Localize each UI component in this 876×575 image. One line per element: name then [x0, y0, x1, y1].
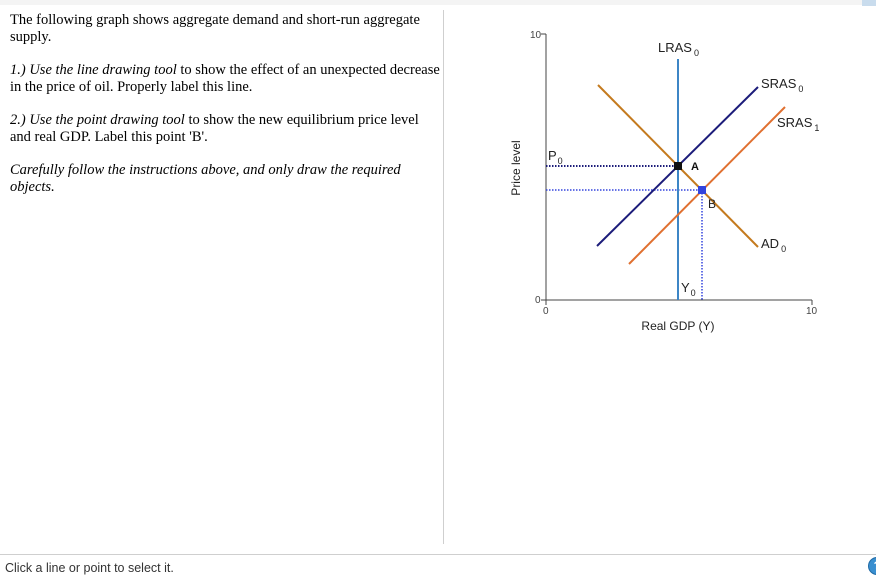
x-tick-label-min: 0 — [543, 306, 549, 317]
step-2-tool: 2.) Use the point drawing tool — [10, 112, 185, 128]
status-text: Click a line or point to select it. — [5, 561, 174, 575]
point-a[interactable] — [674, 162, 682, 170]
point-b[interactable] — [698, 186, 706, 194]
lras-label-sub: 0 — [694, 48, 699, 58]
sras1-line[interactable] — [628, 106, 786, 265]
point-a-label: A — [691, 161, 699, 173]
y-axis-label: Price level — [509, 140, 523, 195]
ad-label: AD 0 — [761, 236, 786, 254]
sras0-label-sub: 0 — [798, 84, 803, 94]
question-step-1: 1.) Use the line drawing tool to show th… — [10, 62, 440, 96]
step-2-text: to show the new equilibrium price level … — [10, 112, 419, 145]
top-accent — [862, 0, 876, 6]
point-b-label: B — [708, 197, 716, 211]
x-axis-label: Real GDP (Y) — [641, 319, 714, 333]
ad-label-sub: 0 — [781, 244, 786, 254]
p0-label: P0 — [548, 148, 563, 166]
p0-label-main: P — [548, 148, 557, 163]
status-bar: Click a line or point to select it. — [0, 554, 876, 575]
top-border — [0, 0, 876, 5]
question-step-2: 2.) Use the point drawing tool to show t… — [10, 112, 440, 146]
panel-divider — [443, 10, 444, 544]
question-panel: The following graph shows aggregate dema… — [10, 12, 440, 212]
y0-label: Y0 — [681, 280, 696, 298]
y0-label-main: Y — [681, 280, 690, 295]
lras-label: LRAS 0 — [658, 40, 699, 58]
y0-label-sub: 0 — [691, 288, 696, 298]
sras1-label-sub: 1 — [814, 123, 819, 133]
p0-label-sub: 0 — [558, 156, 563, 166]
y-tick-label-max: 10 — [530, 30, 542, 41]
step-1-text: to show the effect of an unexpected decr… — [10, 62, 440, 95]
sras0-label: SRAS 0 — [761, 76, 803, 94]
question-intro: The following graph shows aggregate dema… — [10, 12, 420, 45]
question-note: Carefully follow the instructions above,… — [10, 162, 401, 195]
sras1-label: SRAS 1 — [777, 115, 819, 133]
ad-label-main: AD — [761, 236, 779, 251]
step-1-tool: 1.) Use the line drawing tool — [10, 62, 177, 78]
sras1-label-main: SRAS — [777, 115, 813, 130]
x-tick-label-max: 10 — [806, 306, 818, 317]
sras0-label-main: SRAS — [761, 76, 797, 91]
y-tick-label-min: 0 — [535, 295, 541, 306]
lras-label-main: LRAS — [658, 40, 692, 55]
